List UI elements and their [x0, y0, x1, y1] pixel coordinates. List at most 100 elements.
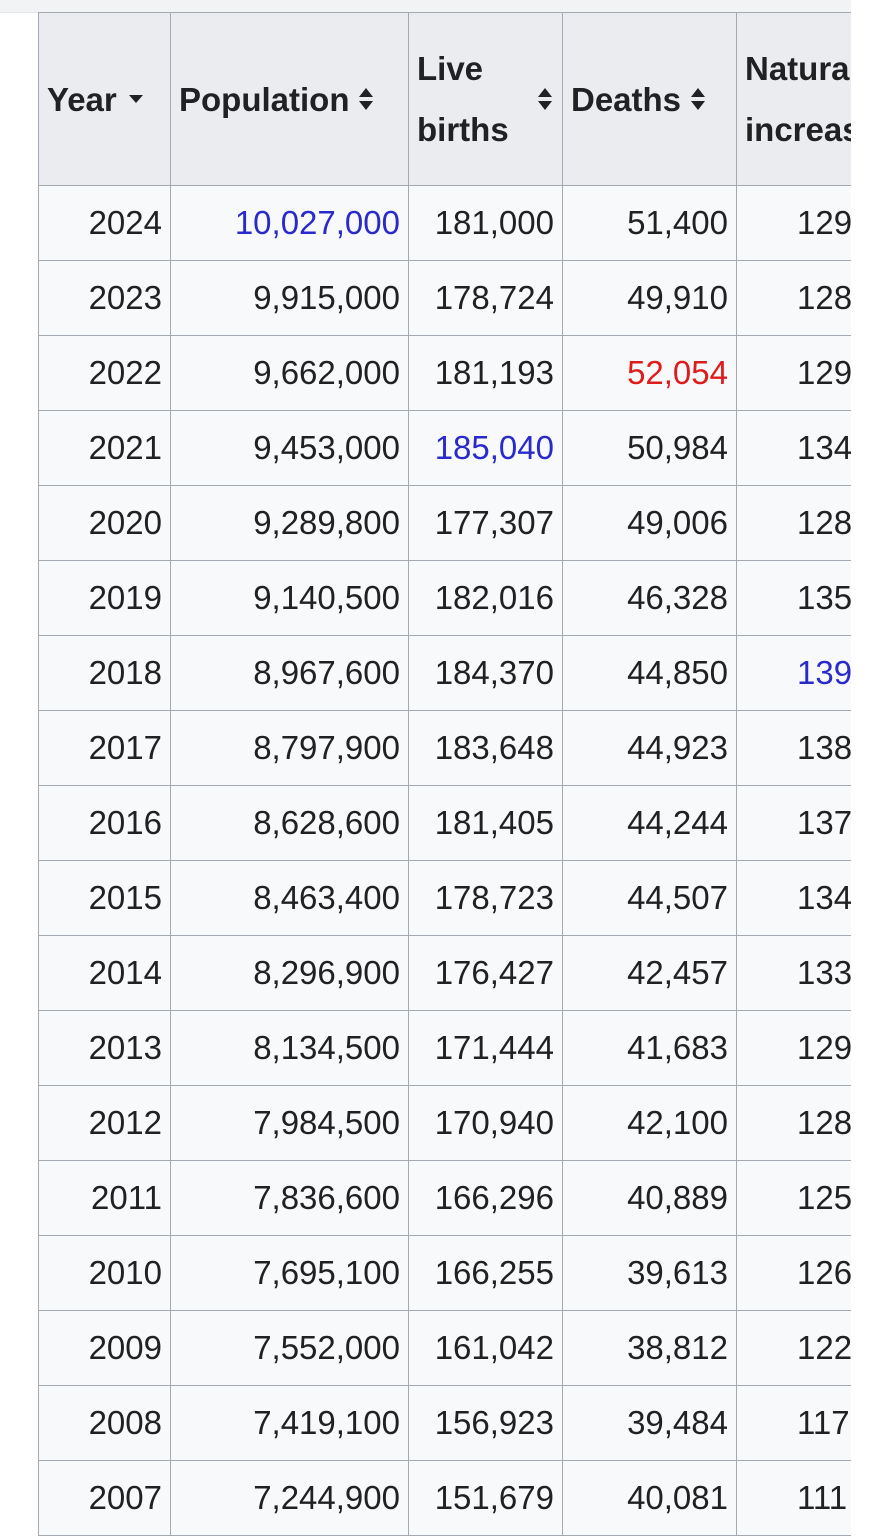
table-row: 2010 7,695,100 166,255 39,613 126	[38, 1235, 851, 1311]
cell-year: 2021	[38, 410, 171, 486]
column-header-year[interactable]: Year	[38, 12, 171, 186]
cell-population: 7,695,100	[170, 1235, 409, 1311]
cell-year: 2007	[38, 1460, 171, 1536]
table-header-row: Year Population Live births Deaths Natura…	[38, 12, 851, 186]
table-row: 2020 9,289,800 177,307 49,006 128	[38, 485, 851, 561]
cell-live-births: 178,724	[408, 260, 563, 336]
column-header-natural-increase-line2: increas	[745, 111, 851, 148]
cell-year: 2020	[38, 485, 171, 561]
cell-deaths: 44,850	[562, 635, 737, 711]
column-header-population-label: Population	[179, 80, 350, 118]
cell-year: 2014	[38, 935, 171, 1011]
cell-population: 8,296,900	[170, 935, 409, 1011]
cell-deaths: 40,889	[562, 1160, 737, 1236]
cell-deaths: 44,244	[562, 785, 737, 861]
cell-deaths: 49,006	[562, 485, 737, 561]
cell-population: 7,836,600	[170, 1160, 409, 1236]
cell-natural-increase: 138	[736, 710, 851, 786]
cell-year: 2023	[38, 260, 171, 336]
cell-natural-increase: 126	[736, 1235, 851, 1311]
table-row: 2023 9,915,000 178,724 49,910 128	[38, 260, 851, 336]
sort-icon[interactable]	[357, 87, 375, 111]
sort-descending-icon[interactable]	[128, 95, 143, 103]
cell-live-births: 166,255	[408, 1235, 563, 1311]
cell-live-births: 182,016	[408, 560, 563, 636]
cell-natural-increase: 117	[736, 1385, 851, 1461]
table-row: 2013 8,134,500 171,444 41,683 129	[38, 1010, 851, 1086]
cell-live-births: 181,193	[408, 335, 563, 411]
cell-population: 9,453,000	[170, 410, 409, 486]
table-row: 2018 8,967,600 184,370 44,850 139	[38, 635, 851, 711]
cell-natural-increase: 129	[736, 185, 851, 261]
cell-deaths: 42,100	[562, 1085, 737, 1161]
cell-live-births: 181,000	[408, 185, 563, 261]
cell-population: 9,915,000	[170, 260, 409, 336]
cell-live-births: 170,940	[408, 1085, 563, 1161]
cell-natural-increase: 129	[736, 1010, 851, 1086]
cell-deaths: 44,507	[562, 860, 737, 936]
cell-deaths: 46,328	[562, 560, 737, 636]
cell-deaths: 49,910	[562, 260, 737, 336]
cell-population: 8,628,600	[170, 785, 409, 861]
cell-population: 8,134,500	[170, 1010, 409, 1086]
column-header-natural-increase-line1: Natura	[745, 50, 850, 87]
cell-year: 2016	[38, 785, 171, 861]
column-header-deaths[interactable]: Deaths	[562, 12, 737, 186]
cell-live-births: 181,405	[408, 785, 563, 861]
cell-natural-increase: 128	[736, 260, 851, 336]
column-header-live-births-line2: births	[417, 111, 509, 148]
cell-live-births: 178,723	[408, 860, 563, 936]
cell-live-births: 183,648	[408, 710, 563, 786]
cell-live-births: 161,042	[408, 1310, 563, 1386]
cell-population: 7,244,900	[170, 1460, 409, 1536]
cell-year: 2012	[38, 1085, 171, 1161]
cell-live-births: 151,679	[408, 1460, 563, 1536]
cell-live-births: 156,923	[408, 1385, 563, 1461]
cell-deaths: 52,054	[562, 335, 737, 411]
cell-live-births: 185,040	[408, 410, 563, 486]
cell-live-births: 176,427	[408, 935, 563, 1011]
table-row: 2011 7,836,600 166,296 40,889 125	[38, 1160, 851, 1236]
cell-population: 7,984,500	[170, 1085, 409, 1161]
table-row: 2022 9,662,000 181,193 52,054 129	[38, 335, 851, 411]
cell-population: 8,463,400	[170, 860, 409, 936]
cell-natural-increase: 125	[736, 1160, 851, 1236]
cell-year: 2022	[38, 335, 171, 411]
cell-population: 9,662,000	[170, 335, 409, 411]
demographics-table: Year Population Live births Deaths Natura…	[38, 12, 851, 1536]
column-header-live-births[interactable]: Live births	[408, 12, 563, 186]
cell-live-births: 166,296	[408, 1160, 563, 1236]
cell-year: 2019	[38, 560, 171, 636]
column-header-deaths-label: Deaths	[571, 80, 682, 118]
cell-population: 7,419,100	[170, 1385, 409, 1461]
table-row: 2017 8,797,900 183,648 44,923 138	[38, 710, 851, 786]
cell-deaths: 50,984	[562, 410, 737, 486]
cell-year: 2024	[38, 185, 171, 261]
cell-deaths: 40,081	[562, 1460, 737, 1536]
cell-year: 2010	[38, 1235, 171, 1311]
cell-deaths: 44,923	[562, 710, 737, 786]
cell-natural-increase: 134	[736, 860, 851, 936]
cell-natural-increase: 135	[736, 560, 851, 636]
cell-natural-increase: 129	[736, 335, 851, 411]
cell-natural-increase: 128	[736, 1085, 851, 1161]
table-row: 2007 7,244,900 151,679 40,081 111	[38, 1460, 851, 1536]
cell-deaths: 39,484	[562, 1385, 737, 1461]
sort-icon[interactable]	[689, 87, 707, 111]
cell-deaths: 51,400	[562, 185, 737, 261]
column-header-natural-increase[interactable]: Natura increas	[736, 12, 851, 186]
demographics-table-container[interactable]: Year Population Live births Deaths Natura…	[38, 12, 851, 1536]
cell-year: 2008	[38, 1385, 171, 1461]
table-row: 2016 8,628,600 181,405 44,244 137	[38, 785, 851, 861]
table-row: 2024 10,027,000 181,000 51,400 129	[38, 185, 851, 261]
cell-live-births: 177,307	[408, 485, 563, 561]
cell-year: 2011	[38, 1160, 171, 1236]
column-header-population[interactable]: Population	[170, 12, 409, 186]
table-row: 2014 8,296,900 176,427 42,457 133	[38, 935, 851, 1011]
cell-deaths: 41,683	[562, 1010, 737, 1086]
cell-deaths: 39,613	[562, 1235, 737, 1311]
cell-natural-increase: 111	[736, 1460, 851, 1536]
sort-icon[interactable]	[536, 87, 554, 111]
table-row: 2009 7,552,000 161,042 38,812 122	[38, 1310, 851, 1386]
cell-natural-increase: 134	[736, 410, 851, 486]
